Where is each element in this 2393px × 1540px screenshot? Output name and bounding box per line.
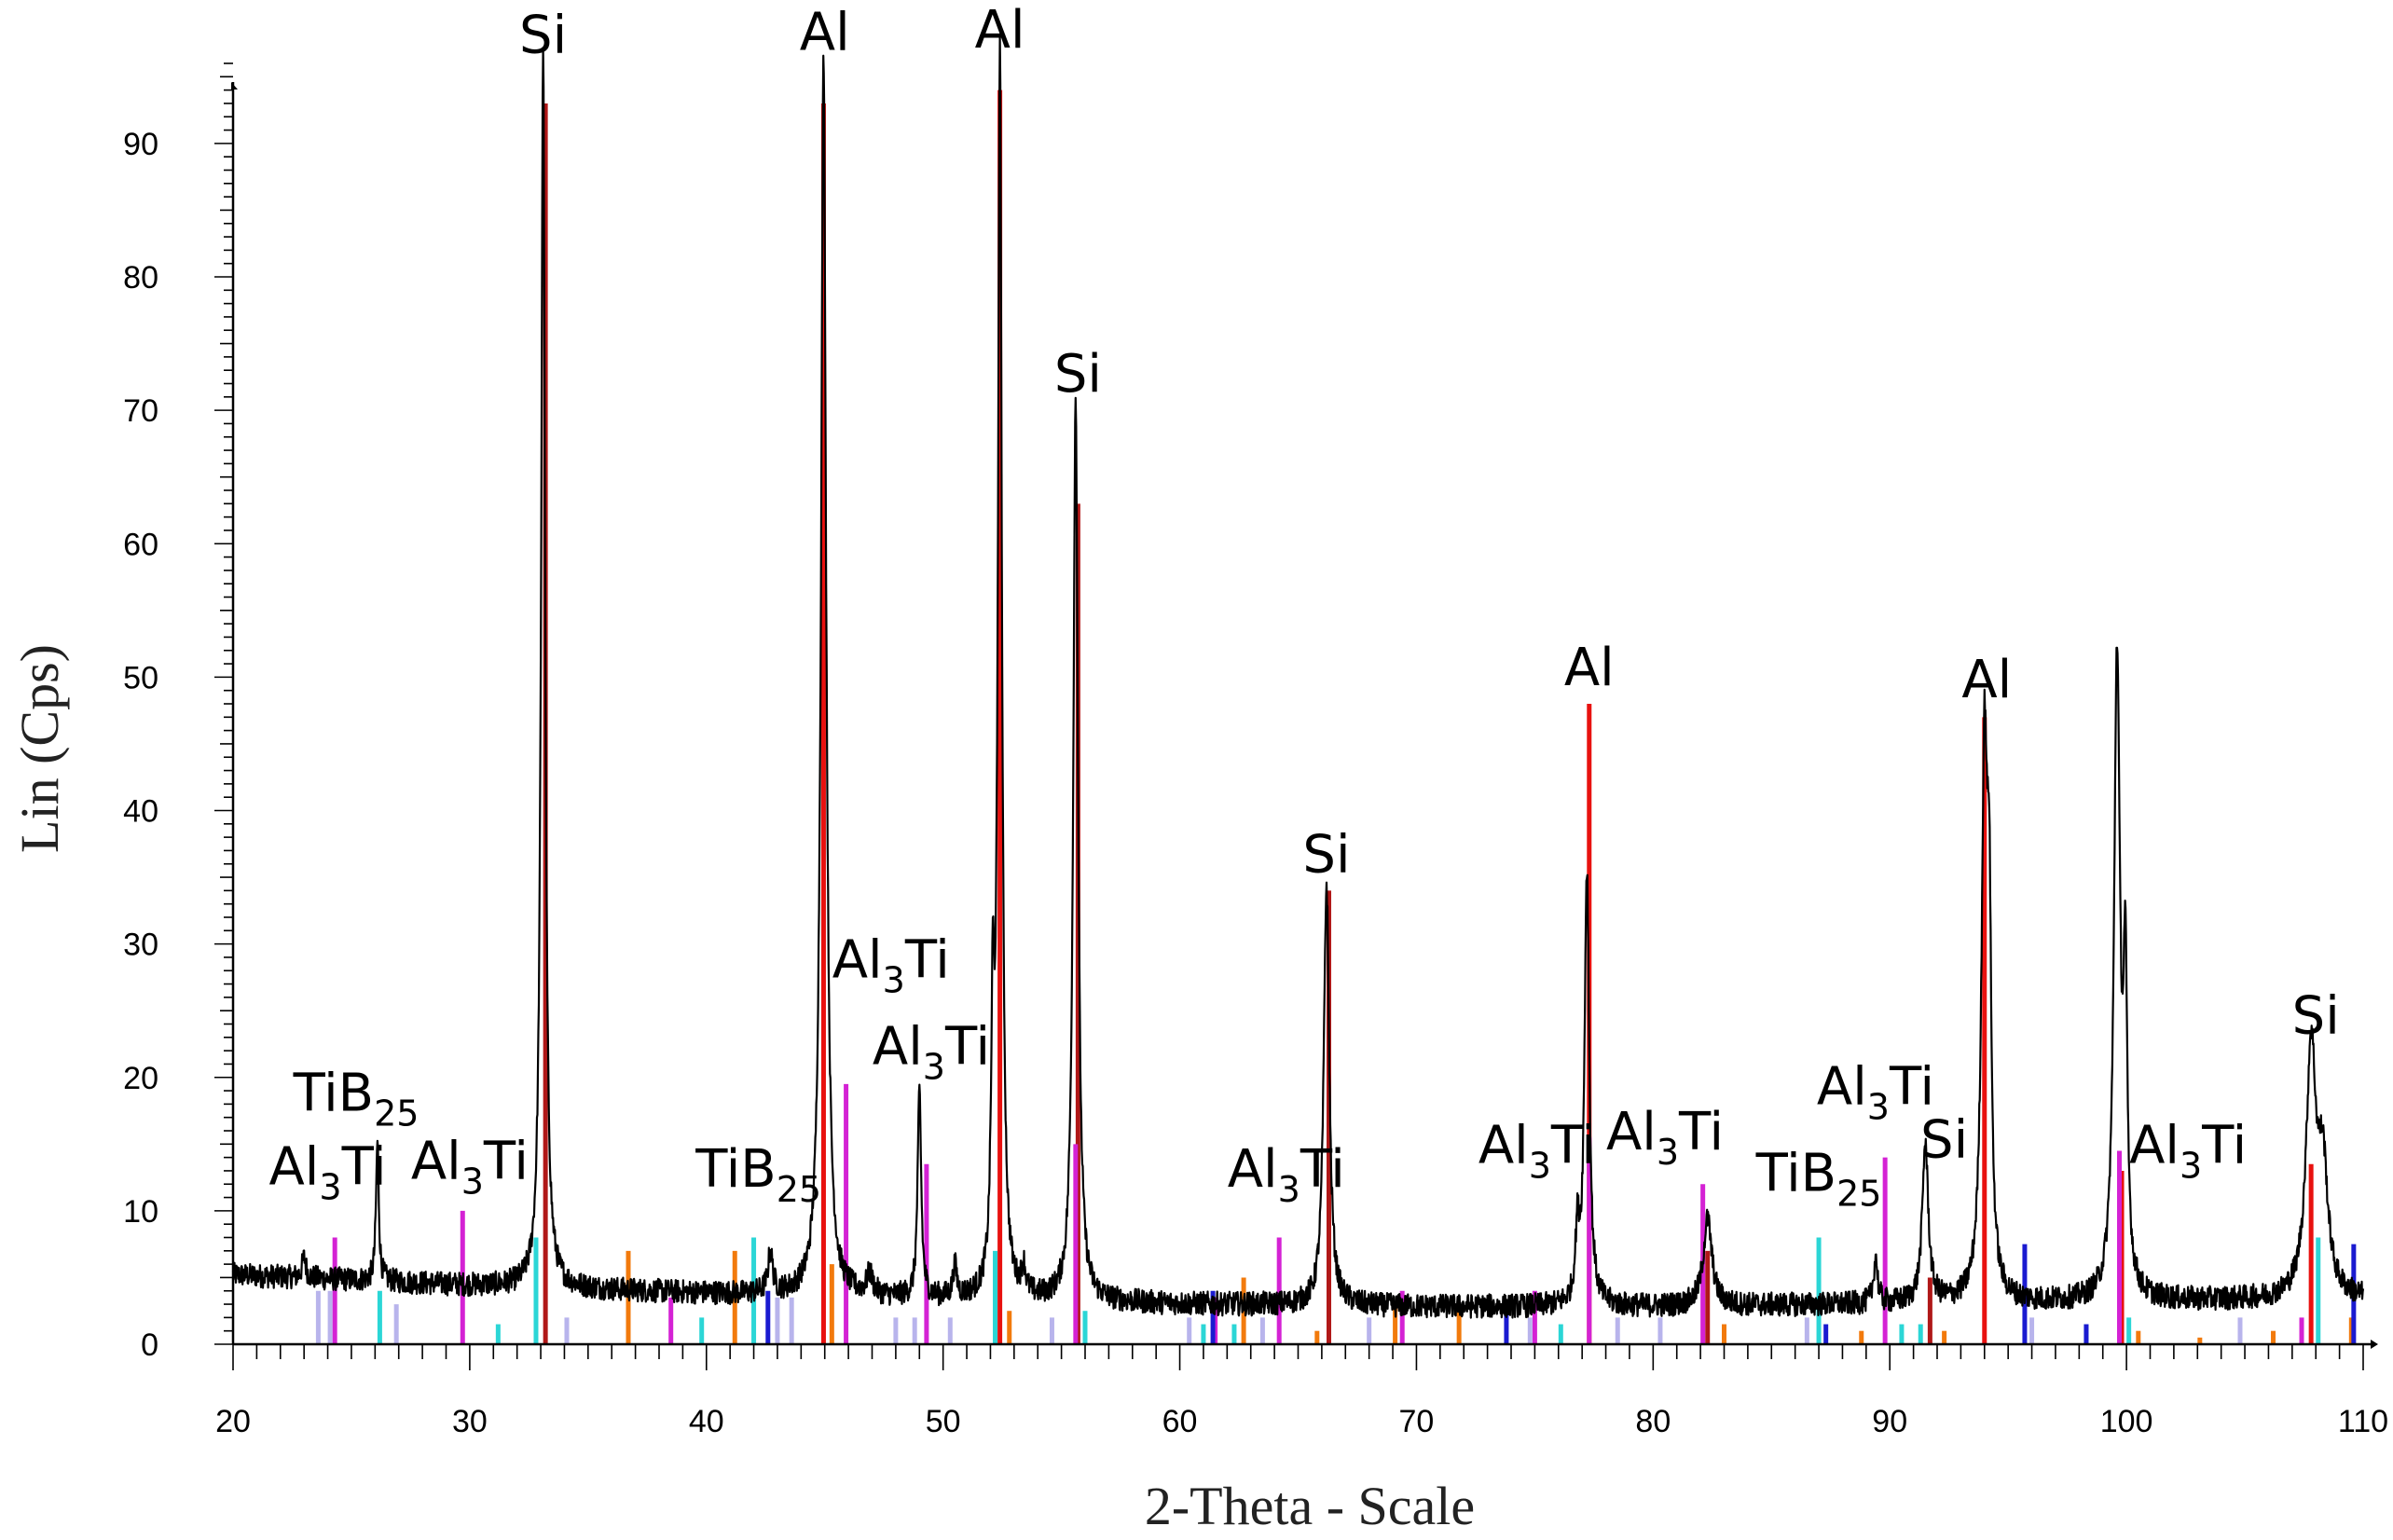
peak-label: Al3Ti — [411, 1132, 529, 1203]
peak-label: Al3Ti — [1478, 1115, 1596, 1186]
x-axis-title: 2-Theta - Scale — [1145, 1476, 1475, 1536]
peak-label: Si — [1920, 1110, 1968, 1171]
y-tick-label: 30 — [123, 928, 158, 963]
peak-label: Si — [1054, 344, 1102, 405]
y-tick-label: 70 — [123, 393, 158, 429]
y-tick-label: 20 — [123, 1061, 158, 1096]
peak-label: Al3Ti — [1817, 1056, 1934, 1127]
x-tick-label: 100 — [2100, 1404, 2153, 1439]
y-tick-label: 10 — [123, 1194, 158, 1230]
peak-label: Al — [1564, 638, 1615, 698]
peak-label: TiB25 — [695, 1139, 821, 1210]
y-tick-label: 50 — [123, 660, 158, 695]
diffraction-pattern — [231, 35, 2365, 1319]
peak-label: Al3Ti — [832, 929, 950, 1000]
x-tick-label: 50 — [926, 1404, 961, 1439]
x-tick-label: 80 — [1635, 1404, 1671, 1439]
y-tick-label: 90 — [123, 127, 158, 162]
peak-label: Al3Ti — [2129, 1115, 2247, 1186]
peak-label: TiB25 — [1755, 1143, 1882, 1214]
x-tick-label: 40 — [689, 1404, 724, 1439]
x-tick-label: 110 — [2338, 1404, 2388, 1439]
peak-label: Si — [519, 6, 567, 66]
x-axis-arrow — [2371, 1340, 2378, 1349]
x-tick-label: 60 — [1162, 1404, 1198, 1439]
x-tick-label: 30 — [452, 1404, 488, 1439]
peak-label: Al3Ti — [269, 1136, 387, 1207]
peak-label: Al — [1961, 650, 2012, 710]
peak-label: Al — [800, 3, 850, 63]
peak-label: Al — [975, 0, 1025, 61]
peak-annotations: Al3TiTiB25Al3TiSiTiB25AlAl3TiAl3TiAlSiAl… — [269, 0, 2340, 1214]
x-tick-label: 90 — [1872, 1404, 1907, 1439]
x-tick-label: 20 — [215, 1404, 251, 1439]
pattern-line — [231, 35, 2365, 1319]
y-axis-arrow — [231, 82, 238, 89]
peak-label: Si — [1302, 824, 1350, 885]
peak-label: TiB25 — [293, 1064, 419, 1134]
peak-label: Si — [2292, 986, 2340, 1047]
y-tick-label: 80 — [123, 260, 158, 296]
y-tick-label: 40 — [123, 794, 158, 830]
peak-label: Al3Ti — [1228, 1139, 1345, 1210]
y-tick-label: 60 — [123, 527, 158, 562]
y-axis-title: Lin (Cps) — [9, 644, 70, 853]
x-tick-label: 70 — [1399, 1404, 1435, 1439]
peak-label: Al3Ti — [873, 1016, 990, 1087]
peak-label: Al3Ti — [1606, 1102, 1724, 1173]
axes: 0 10 20 30 40 50 60 70 80 90 20 30 40 50 60 70 80 90 100 11… — [123, 62, 2388, 1439]
y-tick-label: 0 — [141, 1327, 158, 1363]
